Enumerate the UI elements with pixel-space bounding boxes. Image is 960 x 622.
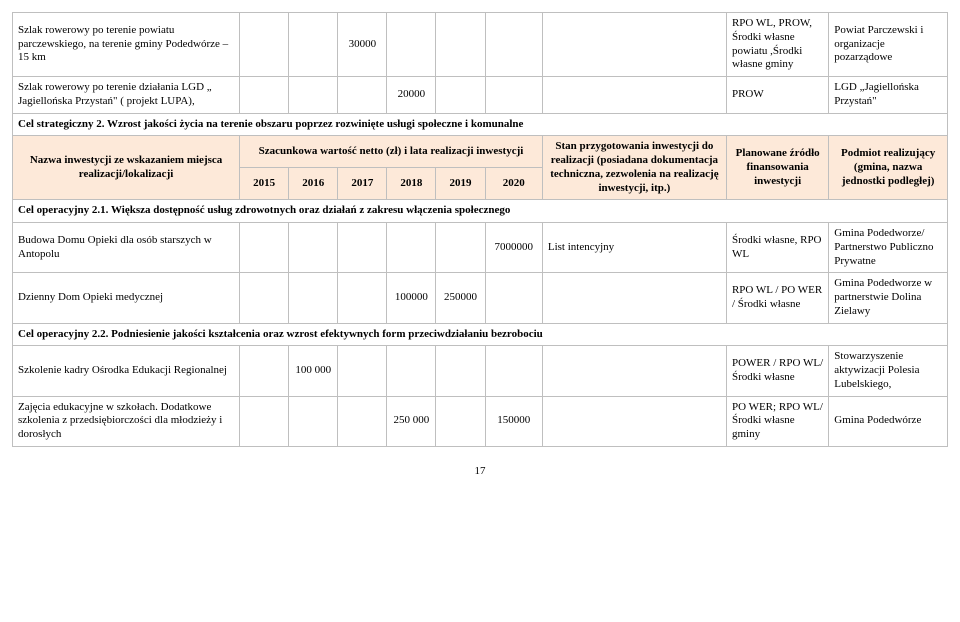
- page-number: 17: [12, 465, 948, 477]
- operational-goal-row: Cel operacyjny 2.1. Większa dostępność u…: [13, 200, 948, 223]
- cell-entity: LGD „Jagiellońska Przystań": [829, 77, 948, 114]
- cell-2020: [485, 346, 542, 396]
- cell-2017: 30000: [338, 13, 387, 77]
- table-row: Budowa Domu Opieki dla osób starszych w …: [13, 223, 948, 273]
- strategic-goal-text: Cel strategiczny 2. Wzrost jakości życia…: [13, 113, 948, 136]
- hdr-entity: Podmiot realizujący (gmina, nazwa jednos…: [829, 136, 948, 200]
- table-row: Dzienny Dom Opieki medycznej 100000 2500…: [13, 273, 948, 323]
- cell-2020: [485, 77, 542, 114]
- cell-2019: [436, 346, 485, 396]
- cell-2016: [289, 223, 338, 273]
- cell-name: Szlak rowerowy po terenie działania LGD …: [13, 77, 240, 114]
- cell-2015: [240, 77, 289, 114]
- hdr-2018: 2018: [387, 168, 436, 200]
- strategic-goal-row: Cel strategiczny 2. Wzrost jakości życia…: [13, 113, 948, 136]
- cell-name: Szkolenie kadry Ośrodka Edukacji Regiona…: [13, 346, 240, 396]
- hdr-years-span: Szacunkowa wartość netto (zł) i lata rea…: [240, 136, 543, 168]
- hdr-2020: 2020: [485, 168, 542, 200]
- cell-fund: PROW: [726, 77, 828, 114]
- table-row: Szlak rowerowy po terenie powiatu parcze…: [13, 13, 948, 77]
- cell-2016: [289, 396, 338, 446]
- table-header-row: Nazwa inwestycji ze wskazaniem miejsca r…: [13, 136, 948, 168]
- hdr-2019: 2019: [436, 168, 485, 200]
- table-row: Szlak rowerowy po terenie działania LGD …: [13, 77, 948, 114]
- cell-2015: [240, 346, 289, 396]
- cell-entity: Gmina Podedworze w partnerstwie Dolina Z…: [829, 273, 948, 323]
- cell-name: Dzienny Dom Opieki medycznej: [13, 273, 240, 323]
- data-table: Szlak rowerowy po terenie powiatu parcze…: [12, 12, 948, 447]
- cell-status: [542, 77, 726, 114]
- cell-2019: 250000: [436, 273, 485, 323]
- cell-status: [542, 273, 726, 323]
- cell-name: Szlak rowerowy po terenie powiatu parcze…: [13, 13, 240, 77]
- cell-fund: RPO WL, PROW, Środki własne powiatu ,Śro…: [726, 13, 828, 77]
- cell-2016: [289, 77, 338, 114]
- cell-2018: [387, 223, 436, 273]
- cell-2018: 100000: [387, 273, 436, 323]
- cell-fund: RPO WL / PO WER / Środki własne: [726, 273, 828, 323]
- hdr-fund: Planowane źródło finansowania inwestycji: [726, 136, 828, 200]
- cell-status: List intencyjny: [542, 223, 726, 273]
- cell-2015: [240, 223, 289, 273]
- cell-status: [542, 346, 726, 396]
- cell-status: [542, 396, 726, 446]
- cell-fund: PO WER; RPO WL/Środki własne gminy: [726, 396, 828, 446]
- cell-2018: [387, 346, 436, 396]
- hdr-name: Nazwa inwestycji ze wskazaniem miejsca r…: [13, 136, 240, 200]
- cell-2019: [436, 396, 485, 446]
- cell-2018: [387, 13, 436, 77]
- cell-name: Budowa Domu Opieki dla osób starszych w …: [13, 223, 240, 273]
- cell-2017: [338, 273, 387, 323]
- table-row: Zajęcia edukacyjne w szkołach. Dodatkowe…: [13, 396, 948, 446]
- cell-2019: [436, 223, 485, 273]
- cell-2020: 150000: [485, 396, 542, 446]
- cell-2016: [289, 13, 338, 77]
- cell-2020: [485, 13, 542, 77]
- hdr-2016: 2016: [289, 168, 338, 200]
- cell-2015: [240, 13, 289, 77]
- hdr-2017: 2017: [338, 168, 387, 200]
- cell-fund: Środki własne, RPO WL: [726, 223, 828, 273]
- cell-entity: Powiat Parczewski i organizacje pozarząd…: [829, 13, 948, 77]
- cell-2017: [338, 396, 387, 446]
- cell-2017: [338, 223, 387, 273]
- op-goal-text: Cel operacyjny 2.1. Większa dostępność u…: [13, 200, 948, 223]
- table-row: Szkolenie kadry Ośrodka Edukacji Regiona…: [13, 346, 948, 396]
- hdr-status: Stan przygotowania inwestycji do realiza…: [542, 136, 726, 200]
- cell-2017: [338, 77, 387, 114]
- cell-2018: 20000: [387, 77, 436, 114]
- cell-status: [542, 13, 726, 77]
- cell-entity: Gmina Podedworze/ Partnerstwo Publiczno …: [829, 223, 948, 273]
- cell-2015: [240, 273, 289, 323]
- cell-2018: 250 000: [387, 396, 436, 446]
- cell-2020: 7000000: [485, 223, 542, 273]
- op-goal-text: Cel operacyjny 2.2. Podniesienie jakości…: [13, 323, 948, 346]
- cell-2015: [240, 396, 289, 446]
- cell-2016: [289, 273, 338, 323]
- cell-name: Zajęcia edukacyjne w szkołach. Dodatkowe…: [13, 396, 240, 446]
- cell-2020: [485, 273, 542, 323]
- cell-2017: [338, 346, 387, 396]
- cell-fund: POWER / RPO WL/Środki własne: [726, 346, 828, 396]
- cell-entity: Gmina Podedwórze: [829, 396, 948, 446]
- cell-2019: [436, 77, 485, 114]
- hdr-2015: 2015: [240, 168, 289, 200]
- operational-goal-row: Cel operacyjny 2.2. Podniesienie jakości…: [13, 323, 948, 346]
- cell-entity: Stowarzyszenie aktywizacji Polesia Lubel…: [829, 346, 948, 396]
- cell-2016: 100 000: [289, 346, 338, 396]
- cell-2019: [436, 13, 485, 77]
